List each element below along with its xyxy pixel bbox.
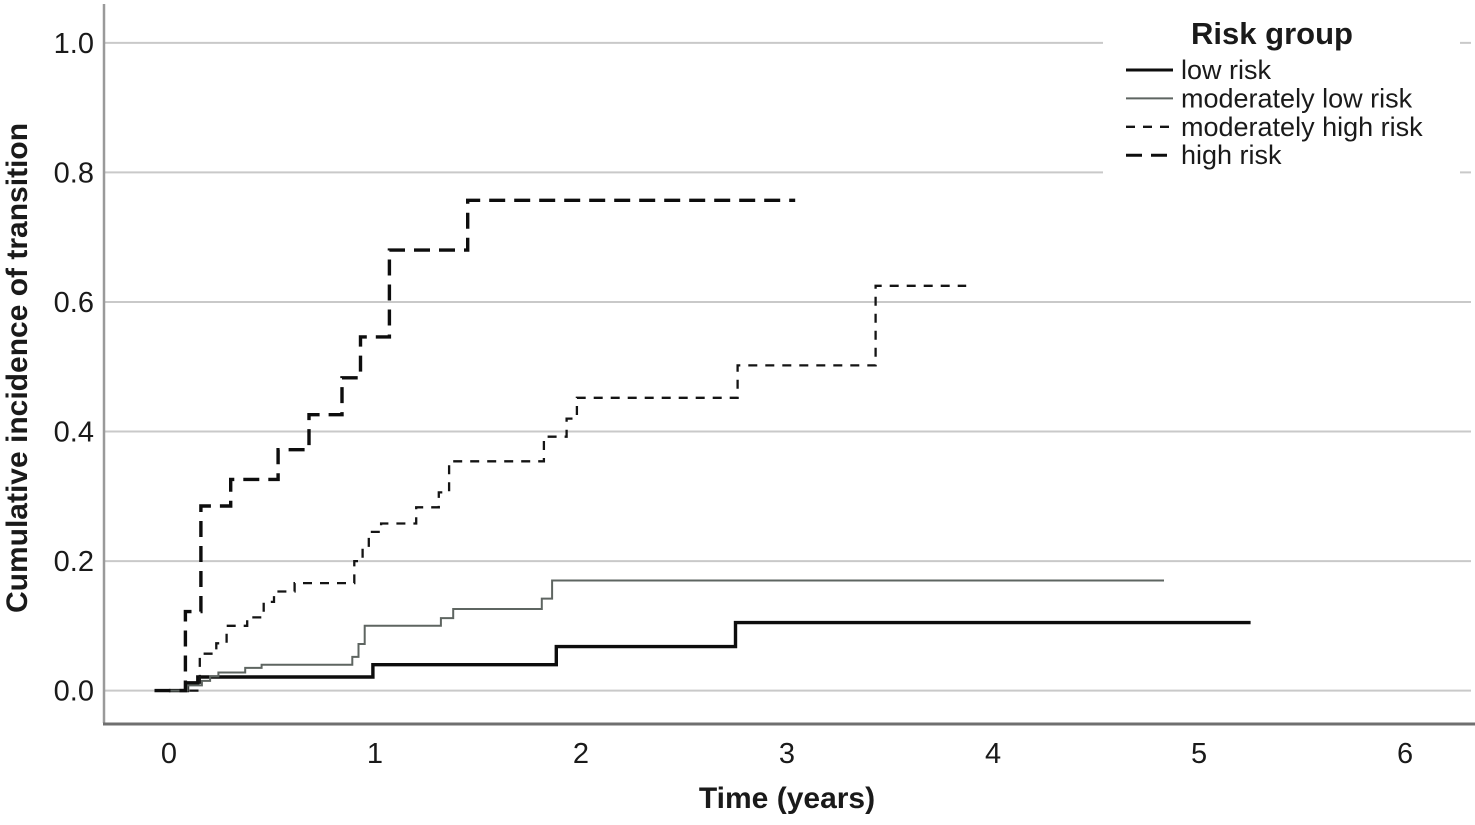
x-tick-label: 6 <box>1397 738 1413 770</box>
y-tick-label: 0.8 <box>54 157 94 189</box>
legend-label-moderately-high-risk: moderately high risk <box>1181 112 1423 142</box>
y-tick-label: 0.2 <box>54 546 94 578</box>
axes <box>102 4 1475 726</box>
series-low-risk <box>168 620 1251 693</box>
y-tick-labels: 0.0 0.2 0.4 0.6 0.8 1.0 <box>54 28 94 708</box>
legend-title: Risk group <box>1191 16 1353 51</box>
series-moderately-high-risk <box>189 284 967 692</box>
legend-label-moderately-low-risk: moderately low risk <box>1181 83 1413 113</box>
y-tick-label: 1.0 <box>54 28 94 60</box>
legend-box <box>1103 6 1460 178</box>
x-tick-label: 0 <box>161 738 177 770</box>
gridlines <box>103 41 1471 692</box>
x-tick-labels: 0 1 2 3 4 5 6 <box>161 738 1413 770</box>
series-high-risk <box>154 198 796 693</box>
y-tick-label: 0.6 <box>54 287 94 319</box>
x-tick-label: 4 <box>985 738 1001 770</box>
legend-label-low-risk: low risk <box>1181 55 1272 85</box>
x-tick-label: 3 <box>779 738 795 770</box>
x-axis-title: Time (years) <box>699 782 875 815</box>
series-moderately-low-risk <box>168 579 1164 692</box>
series-lines <box>154 198 1251 693</box>
x-tick-label: 1 <box>367 738 383 770</box>
x-tick-label: 2 <box>573 738 589 770</box>
y-axis-title: Cumulative incidence of transition <box>1 123 34 613</box>
x-tick-label: 5 <box>1191 738 1207 770</box>
y-tick-label: 0.0 <box>54 676 94 708</box>
y-tick-label: 0.4 <box>54 417 94 449</box>
legend-label-high-risk: high risk <box>1181 140 1282 170</box>
